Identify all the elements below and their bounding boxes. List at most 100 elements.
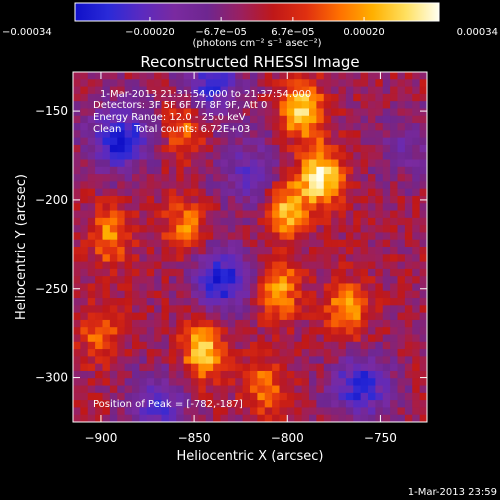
heatmap-cell [242, 195, 251, 204]
heatmap-cell [382, 174, 391, 182]
heatmap-cell [397, 298, 406, 306]
heatmap-cell [117, 225, 126, 234]
heatmap-cell [316, 137, 325, 146]
heatmap-cell [109, 392, 118, 401]
heatmap-cell [279, 305, 288, 314]
heatmap-cell [316, 334, 325, 343]
heatmap-cell [117, 239, 126, 248]
heatmap-cell [368, 130, 376, 139]
heatmap-cell [331, 144, 340, 153]
heatmap-cell [382, 341, 391, 350]
heatmap-cell [345, 217, 354, 226]
heatmap-cell [235, 72, 244, 80]
heatmap-cell [390, 166, 399, 175]
heatmap-cell [382, 93, 391, 102]
heatmap-cell [109, 254, 118, 263]
heatmap-cell [109, 378, 118, 387]
heatmap-cell [73, 115, 81, 124]
heatmap-cell [220, 370, 229, 379]
heatmap-cell [323, 400, 332, 409]
heatmap-cell [368, 356, 376, 365]
heatmap-cell [390, 130, 399, 139]
heatmap-cell [272, 247, 281, 255]
heatmap-cell [250, 137, 258, 146]
heatmap-cell [87, 378, 96, 387]
heatmap-cell [375, 290, 384, 299]
heatmap-cell [345, 349, 354, 357]
heatmap-cell [412, 370, 421, 379]
heatmap-cell [109, 79, 118, 88]
heatmap-cell [191, 247, 199, 255]
heatmap-cell [73, 174, 81, 182]
heatmap-cell [242, 363, 251, 372]
heatmap-cell [272, 312, 281, 321]
heatmap-cell [191, 349, 199, 357]
heatmap-cell [309, 232, 317, 241]
heatmap-cell [419, 137, 427, 146]
heatmap-cell [95, 86, 104, 95]
heatmap-cell [235, 130, 244, 139]
heatmap-cell [87, 166, 96, 175]
heatmap-cell [272, 276, 281, 285]
heatmap-cell [250, 93, 258, 102]
heatmap-cell [191, 370, 199, 379]
heatmap-cell [316, 93, 325, 102]
heatmap-cell [109, 385, 118, 394]
heatmap-cell [102, 232, 111, 241]
heatmap-cell [390, 137, 399, 146]
heatmap-cell [95, 130, 104, 139]
heatmap-cell [360, 174, 369, 182]
heatmap-cell [117, 290, 126, 299]
heatmap-cell [235, 327, 244, 336]
heatmap-cell [227, 195, 236, 204]
heatmap-cell [404, 174, 413, 182]
heatmap-cell [419, 400, 427, 409]
heatmap-cell [176, 108, 185, 117]
heatmap-cell [316, 232, 325, 241]
heatmap-cell [404, 254, 413, 263]
heatmap-cell [412, 276, 421, 285]
heatmap-cell [146, 385, 155, 394]
heatmap-cell [102, 268, 111, 277]
heatmap-cell [205, 247, 214, 255]
heatmap-cell [338, 159, 347, 168]
heatmap-cell [279, 144, 288, 153]
heatmap-cell [375, 72, 384, 80]
heatmap-cell [183, 239, 192, 248]
heatmap-cell [375, 137, 384, 146]
heatmap-cell [360, 239, 369, 248]
heatmap-cell [294, 174, 303, 182]
heatmap-cell [102, 327, 111, 336]
heatmap-cell [124, 108, 133, 117]
heatmap-cell [95, 254, 104, 263]
heatmap-cell [279, 195, 288, 204]
heatmap-cell [168, 225, 177, 234]
heatmap-cell [227, 312, 236, 321]
heatmap-cell [161, 385, 170, 394]
heatmap-cell [132, 159, 140, 168]
heatmap-cell [227, 72, 236, 80]
heatmap-cell [227, 392, 236, 401]
heatmap-cell [294, 363, 303, 372]
heatmap-cell [117, 363, 126, 372]
heatmap-cell [87, 137, 96, 146]
heatmap-cell [419, 181, 427, 190]
heatmap-cell [397, 392, 406, 401]
heatmap-cell [198, 137, 207, 146]
heatmap-cell [368, 225, 376, 234]
heatmap-cell [124, 123, 133, 131]
heatmap-cell [375, 254, 384, 263]
heatmap-cell [161, 254, 170, 263]
heatmap-cell [220, 254, 229, 263]
heatmap-cell [235, 276, 244, 285]
heatmap-cell [132, 174, 140, 182]
heatmap-cell [286, 400, 295, 409]
heatmap-cell [390, 370, 399, 379]
heatmap-cell [316, 123, 325, 131]
heatmap-cell [183, 144, 192, 153]
heatmap-cell [102, 239, 111, 248]
heatmap-cell [279, 370, 288, 379]
heatmap-cell [205, 407, 214, 416]
heatmap-cell [109, 239, 118, 248]
heatmap-cell [309, 239, 317, 248]
